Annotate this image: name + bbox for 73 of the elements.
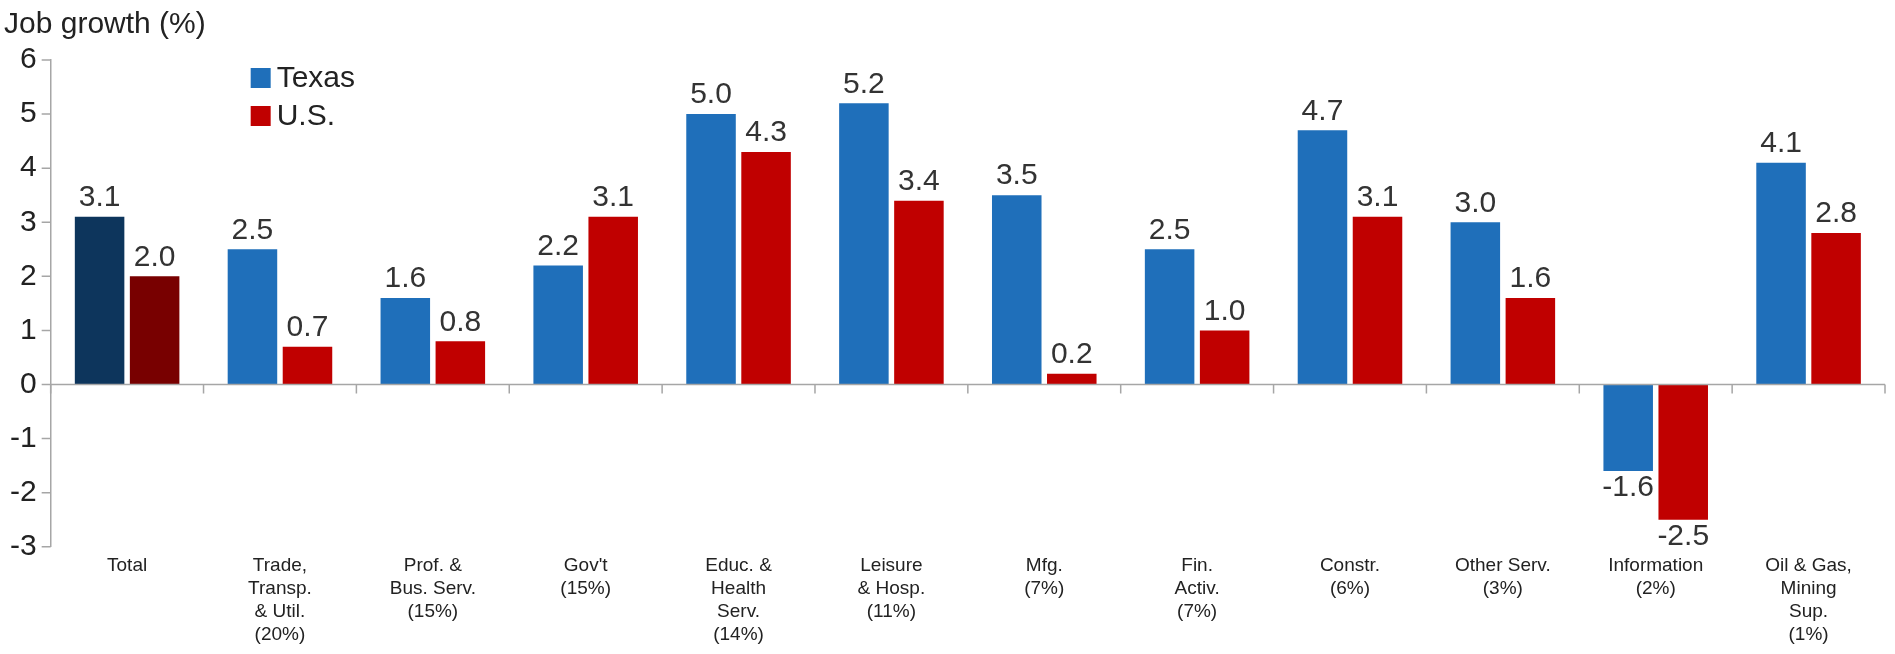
- y-tick-label: 3: [19, 203, 37, 237]
- data-label: 1.0: [1203, 292, 1246, 326]
- x-tick-label: Prof. & Bus. Serv. (15%): [389, 554, 476, 622]
- bar: [533, 265, 583, 385]
- data-label: 5.0: [690, 76, 732, 110]
- x-tick-label: Leisure & Hosp. (11%): [857, 554, 926, 622]
- data-label: 0.7: [286, 308, 329, 342]
- bar: [435, 341, 486, 385]
- bar: [74, 216, 125, 385]
- x-tick-label: Educ. & Health Serv. (14%): [705, 554, 773, 644]
- data-label: 0.2: [1050, 335, 1093, 369]
- y-tick-label: -1: [9, 419, 37, 453]
- data-label: 2.5: [231, 211, 274, 245]
- bar: [741, 151, 791, 385]
- data-label: 4.7: [1301, 92, 1344, 126]
- bar: [1756, 162, 1806, 385]
- bar: [282, 346, 333, 385]
- legend-label: U.S.: [276, 98, 336, 132]
- data-label: 4.3: [745, 114, 787, 148]
- x-tick-label: Fin. Activ. (7%): [1174, 554, 1220, 622]
- data-label: 2.5: [1148, 211, 1191, 245]
- y-axis-title: Job growth (%): [4, 6, 206, 40]
- y-tick-label: 6: [19, 41, 37, 75]
- bar: [1658, 384, 1708, 520]
- data-label: -1.6: [1602, 469, 1655, 503]
- data-label: 0.8: [439, 303, 482, 337]
- bar: [588, 216, 638, 385]
- bar: [1811, 233, 1861, 385]
- y-tick-label: 5: [19, 95, 37, 129]
- bar: [1505, 297, 1556, 385]
- bar: [1450, 222, 1501, 385]
- x-tick-label: Oil & Gas, Mining Sup. (1%): [1765, 554, 1852, 644]
- bar: [1199, 330, 1250, 385]
- data-label: 4.1: [1760, 125, 1802, 159]
- y-tick-label: 4: [19, 149, 37, 183]
- x-tick-label: Mfg. (7%): [1024, 554, 1065, 599]
- bar: [1144, 249, 1195, 385]
- bar: [894, 200, 944, 385]
- data-label: 3.5: [995, 157, 1038, 191]
- bar: [129, 276, 180, 385]
- data-label: 2.8: [1815, 195, 1857, 229]
- data-label: 3.1: [78, 179, 121, 213]
- bar: [686, 114, 736, 385]
- x-tick-label: Other Serv. (3%): [1454, 554, 1551, 599]
- x-tick-label: Trade, Transp. & Util. (20%): [248, 554, 312, 644]
- y-tick-label: -3: [9, 528, 37, 562]
- legend-label: Texas: [276, 60, 356, 94]
- data-label: 3.0: [1454, 184, 1497, 218]
- data-label: 2.2: [537, 227, 580, 261]
- bar: [991, 195, 1042, 385]
- bar: [839, 103, 889, 385]
- data-label: 1.6: [384, 260, 427, 294]
- data-label: 3.4: [898, 162, 940, 196]
- bar: [380, 297, 431, 385]
- x-tick-label: Constr. (6%): [1319, 554, 1381, 599]
- data-label: 3.1: [1356, 179, 1399, 213]
- x-tick-label: Total: [107, 554, 148, 576]
- y-tick-label: 0: [19, 365, 37, 399]
- x-tick-label: Information (2%): [1608, 554, 1704, 599]
- bar: [1047, 373, 1097, 385]
- bar: [1352, 216, 1403, 385]
- bar: [1603, 384, 1653, 472]
- data-label: 5.2: [843, 65, 885, 99]
- bar: [1297, 130, 1348, 385]
- data-label: 2.0: [133, 238, 176, 272]
- x-tick-label: Gov't (15%): [560, 554, 612, 599]
- data-label: 3.1: [592, 179, 635, 213]
- data-label: -2.5: [1657, 518, 1710, 552]
- y-tick-label: 1: [19, 311, 37, 345]
- y-tick-label: 2: [19, 257, 37, 291]
- bar: [227, 249, 278, 385]
- y-tick-label: -2: [9, 473, 37, 507]
- data-label: 1.6: [1509, 260, 1552, 294]
